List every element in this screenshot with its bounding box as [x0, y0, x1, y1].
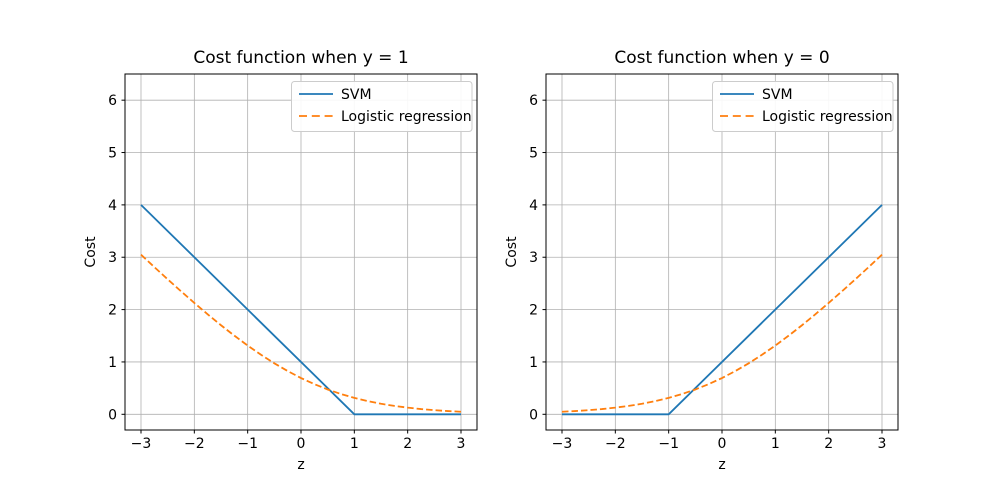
- x-tick-label: −3: [131, 436, 152, 452]
- series-line-svm: [562, 204, 883, 416]
- y-tick-label: 2: [108, 303, 117, 319]
- legend-box: [291, 81, 473, 132]
- x-tick-label: 2: [824, 436, 833, 452]
- y-tick-label: 6: [529, 93, 538, 109]
- subplot-cost-y0: −3 −2 −1 0 1 2 3 0 1 2 3 4 5 6 Cost function when y = …: [504, 48, 899, 473]
- legend-label-svm: SVM: [341, 87, 372, 103]
- x-axis-label: z: [718, 457, 725, 473]
- legend-label-logistic: Logistic regression: [341, 109, 472, 125]
- series-line-logistic-regression: [140, 254, 462, 413]
- legend-label-logistic: Logistic regression: [762, 109, 893, 125]
- y-tick-label: 1: [108, 355, 117, 371]
- y-tick-label: 0: [108, 407, 117, 423]
- y-tick-label: 5: [108, 146, 117, 162]
- subplot-cost-y1: −3 −2 −1 0 1 2 3 0 1 2 3 4 5 6 Cost function when y = …: [83, 48, 478, 473]
- x-tick-label: 3: [878, 436, 887, 452]
- x-tick-label: 1: [350, 436, 359, 452]
- x-tick-label: 3: [457, 436, 466, 452]
- legend-box: [712, 81, 894, 132]
- y-tick-label: 5: [529, 146, 538, 162]
- x-tick-label: −2: [184, 436, 205, 452]
- y-tick-label: 4: [529, 198, 538, 214]
- x-tick-label: 0: [297, 436, 306, 452]
- y-tick-label: 0: [529, 407, 538, 423]
- y-axis-label: Cost: [83, 236, 99, 268]
- series-line-svm: [140, 204, 461, 416]
- y-tick-label: 4: [108, 198, 117, 214]
- y-axis-label: Cost: [504, 236, 520, 268]
- x-tick-label: −1: [237, 436, 258, 452]
- x-tick-label: −3: [552, 436, 573, 452]
- series-line-logistic-regression: [561, 254, 883, 413]
- x-tick-label: −1: [658, 436, 679, 452]
- x-axis-label: z: [297, 457, 304, 473]
- y-tick-label: 2: [529, 303, 538, 319]
- x-tick-label: 1: [771, 436, 780, 452]
- y-tick-label: 3: [108, 250, 117, 266]
- y-tick-label: 3: [529, 250, 538, 266]
- legend-label-svm: SVM: [762, 87, 793, 103]
- x-tick-label: 2: [403, 436, 412, 452]
- plot-title: Cost function when y = 0: [614, 48, 829, 68]
- plot-title: Cost function when y = 1: [193, 48, 408, 68]
- x-tick-label: −2: [605, 436, 626, 452]
- x-tick-label: 0: [718, 436, 727, 452]
- y-tick-label: 1: [529, 355, 538, 371]
- y-tick-label: 6: [108, 93, 117, 109]
